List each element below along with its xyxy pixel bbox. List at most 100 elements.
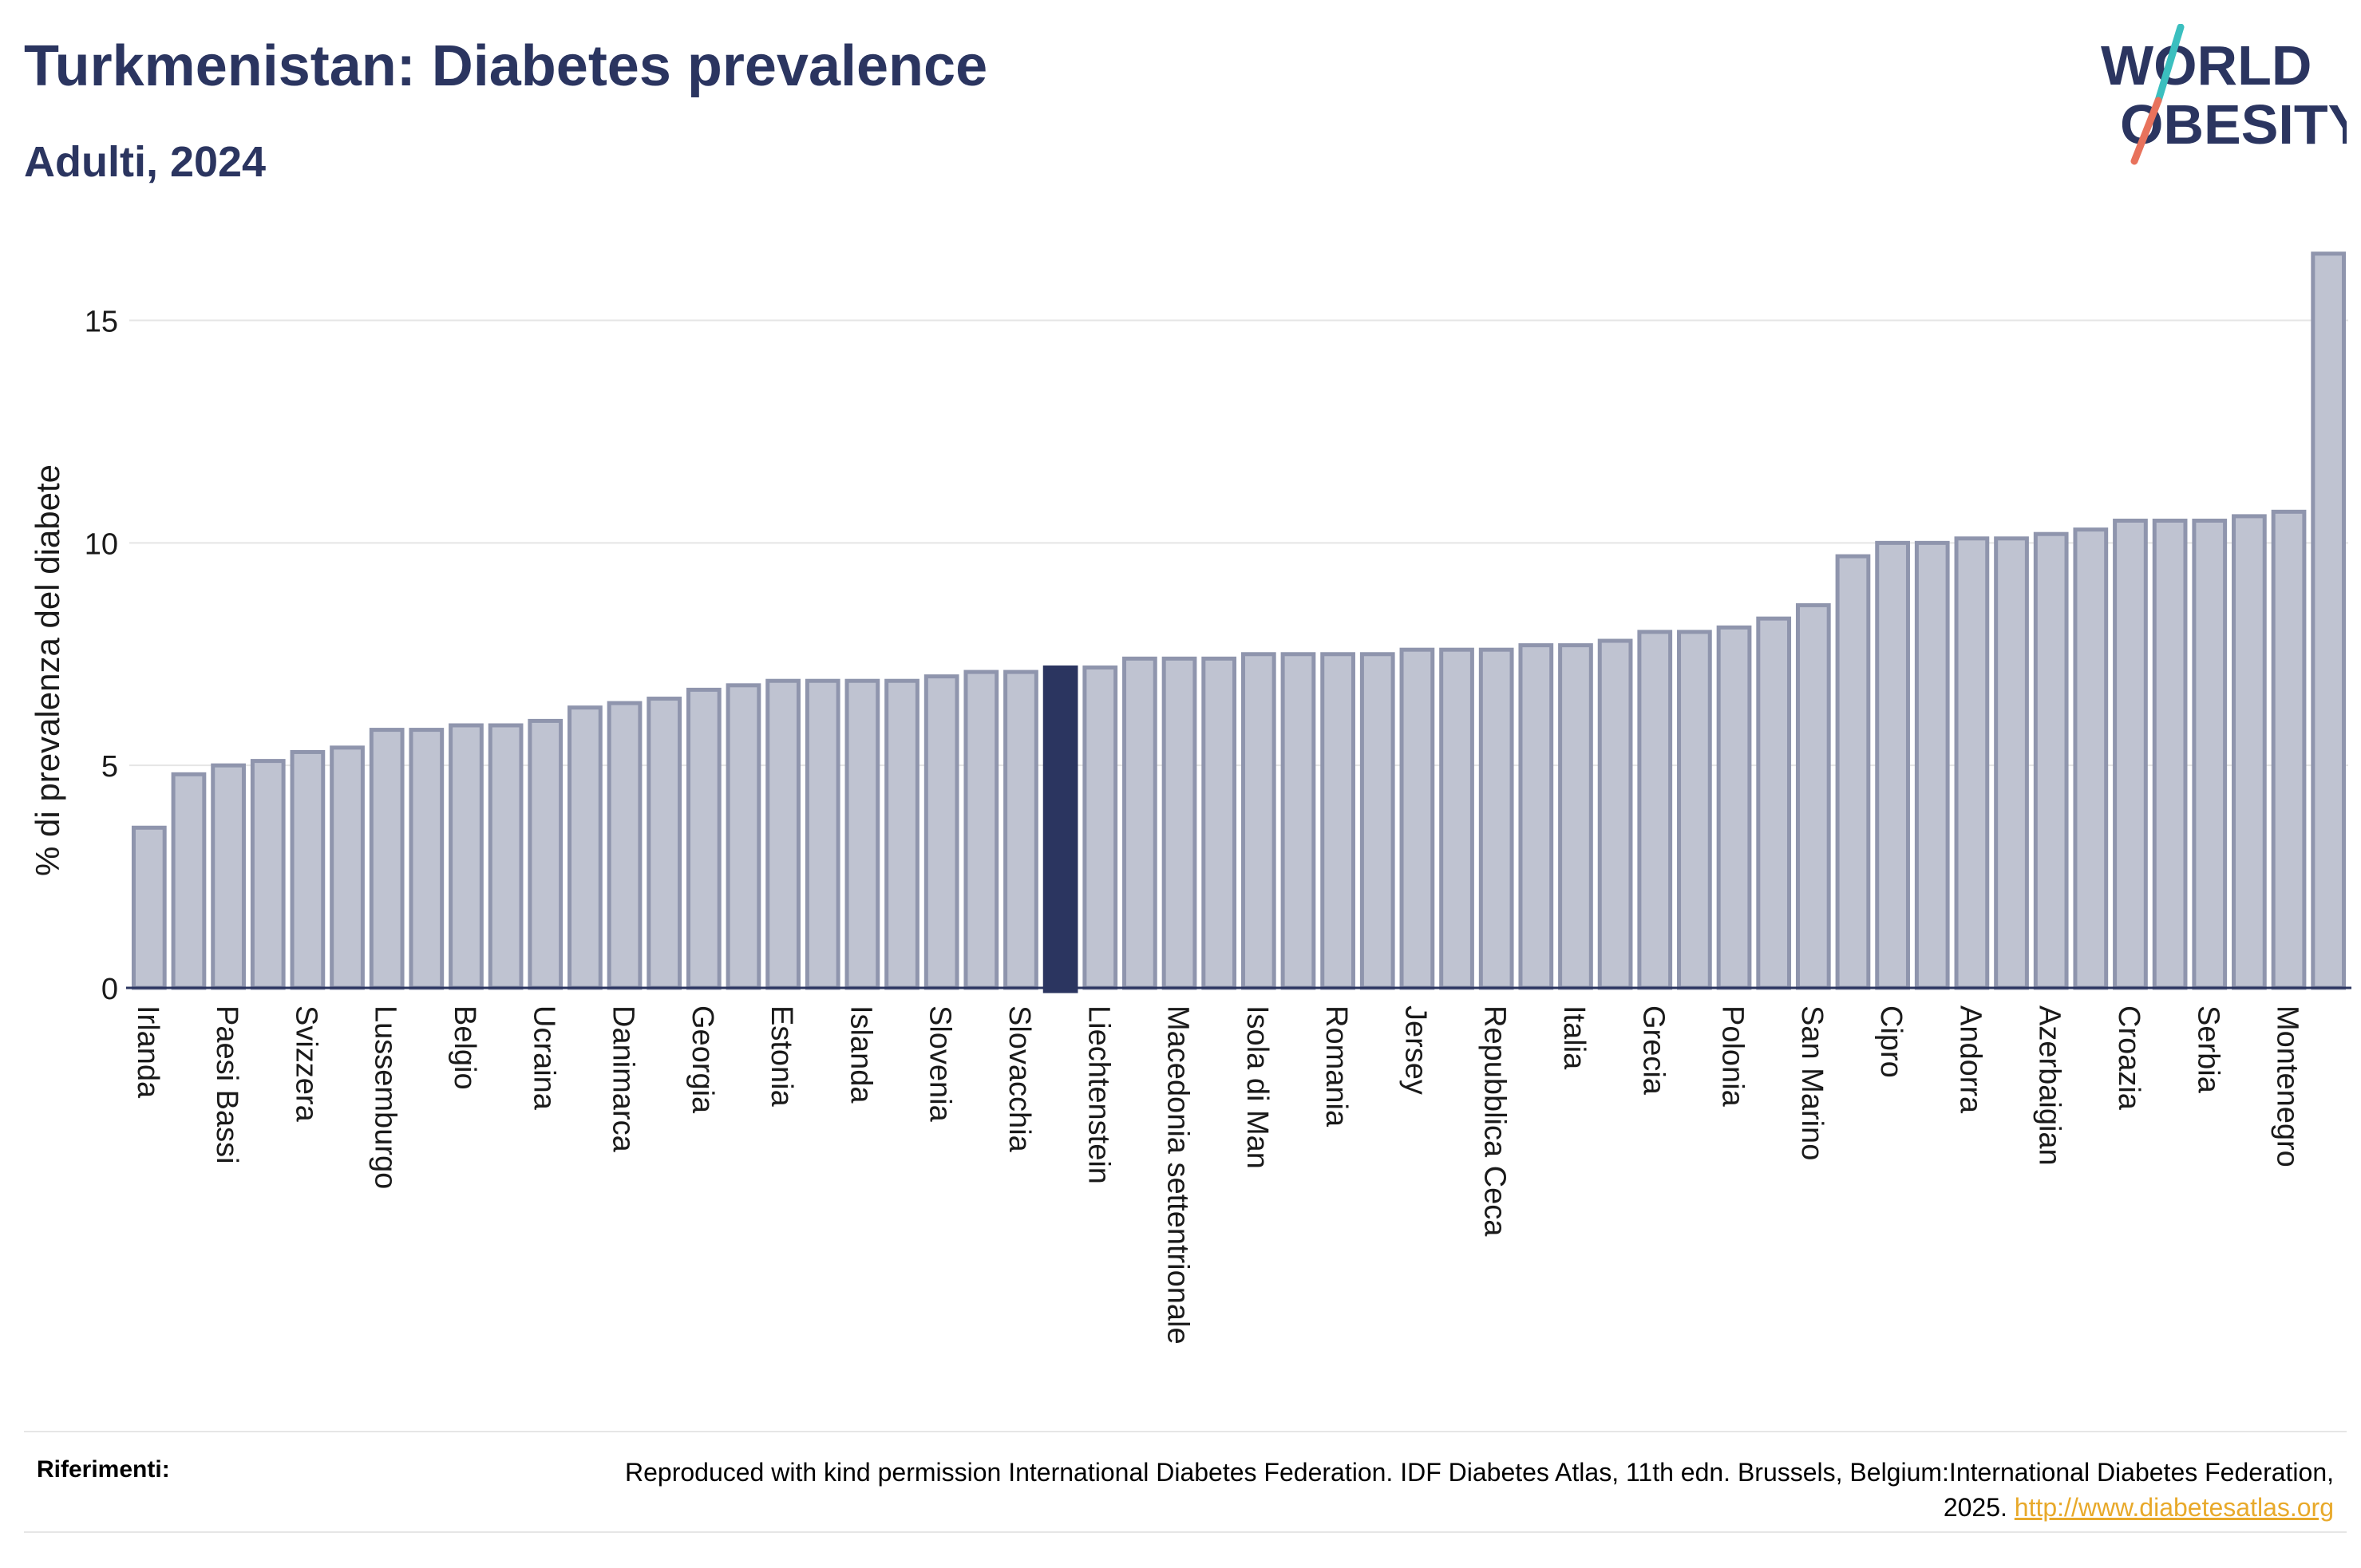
x-tick-label: Slovacchia	[1003, 1005, 1036, 1153]
x-tick-label: Estonia	[765, 1005, 798, 1108]
references-citation: Reproduced with kind permission Internat…	[624, 1458, 2334, 1522]
bar	[1716, 625, 1752, 990]
bar	[1359, 652, 1395, 990]
bar	[488, 723, 524, 990]
bar	[1835, 554, 1871, 990]
bar-highlighted	[1042, 665, 1078, 993]
x-tick-label: Slovenia	[923, 1005, 957, 1123]
bar	[131, 825, 167, 990]
x-tick-label: Andorra	[1953, 1005, 1987, 1114]
x-tick-label: Svizzera	[289, 1005, 322, 1123]
bar	[805, 678, 840, 990]
world-obesity-logo: WORLD OBESITY	[2101, 24, 2347, 165]
x-tick-label: Belgio	[448, 1005, 481, 1090]
bar	[1914, 540, 1950, 990]
bar	[1954, 536, 1990, 990]
bar	[1439, 647, 1474, 990]
bar	[1558, 643, 1593, 990]
x-tick-label: Lussemburgo	[369, 1005, 402, 1189]
bar	[2033, 531, 2069, 990]
x-tick-label: Polonia	[1716, 1005, 1750, 1108]
bar-layer	[131, 251, 2347, 993]
bar	[1082, 665, 1118, 990]
bar	[1201, 656, 1237, 990]
bar	[1518, 643, 1554, 990]
logo-slash-teal	[2154, 24, 2185, 105]
bar	[1240, 652, 1276, 990]
references-link[interactable]: http://www.diabetesatlas.org	[2014, 1493, 2334, 1522]
references-footer: Riferimenti: Reproduced with kind permis…	[24, 1431, 2347, 1533]
bar	[686, 687, 722, 990]
bar	[963, 669, 999, 990]
bar	[2113, 518, 2148, 990]
y-tick-label: 5	[101, 750, 118, 784]
bar	[449, 723, 484, 990]
bar	[1677, 630, 1712, 990]
x-tick-label: Danimarca	[607, 1005, 640, 1153]
chart-subtitle: Adulti, 2024	[24, 138, 267, 186]
x-tick-label: Paesi Bassi	[210, 1005, 243, 1164]
x-tick-label: Cipro	[1874, 1005, 1908, 1078]
bar	[2311, 251, 2347, 990]
bar	[765, 678, 801, 990]
bar	[1161, 656, 1197, 990]
x-tick-label: Serbia	[2191, 1005, 2225, 1094]
logo-word-1: WORLD	[2101, 34, 2312, 97]
x-tick-label: San Marino	[1795, 1005, 1829, 1160]
bar	[171, 772, 207, 990]
bar	[2271, 509, 2307, 990]
x-tick-label: Liechtenstein	[1082, 1005, 1115, 1184]
bar	[1320, 652, 1355, 990]
logo-slash-coral	[2130, 97, 2162, 165]
x-tick-label: Ucraina	[527, 1005, 560, 1111]
x-tick-label: Irlanda	[131, 1005, 164, 1099]
bar	[1122, 656, 1157, 990]
x-tick-label: Romania	[1319, 1005, 1353, 1128]
x-tick-label: Grecia	[1636, 1005, 1670, 1096]
bar	[1756, 616, 1792, 990]
bar	[568, 705, 603, 990]
bar	[1597, 638, 1633, 990]
bar	[1399, 647, 1435, 990]
bar	[2073, 527, 2109, 990]
bar	[647, 697, 682, 990]
bar	[409, 728, 445, 990]
x-tick-label: Italia	[1557, 1005, 1591, 1070]
bar	[211, 763, 246, 990]
y-tick-label: 0	[101, 973, 118, 1006]
x-tick-label: Jersey	[1398, 1005, 1432, 1095]
bar	[2232, 514, 2267, 990]
bar	[844, 678, 880, 990]
bar	[1994, 536, 2029, 990]
y-tick-label: 15	[85, 306, 118, 339]
bar	[1637, 630, 1673, 990]
bar	[250, 759, 286, 990]
chart-title: Turkmenistan: Diabetes prevalence	[24, 34, 988, 98]
y-axis-label: % di prevalenza del diabete	[29, 464, 66, 876]
bar	[1280, 652, 1316, 990]
references-text: Reproduced with kind permission Internat…	[578, 1455, 2334, 1525]
bar	[726, 683, 761, 990]
bar-chart: 0 5 10 15 Irlanda Paesi Bassi Svizzera Lussembu…	[29, 251, 2351, 1345]
bar	[528, 718, 564, 990]
y-tick-label: 10	[85, 527, 118, 561]
x-tick-label: Croazia	[2112, 1005, 2145, 1111]
bar	[884, 678, 919, 990]
bar	[2192, 518, 2228, 990]
x-tick-label: Azerbaigian	[2033, 1005, 2066, 1166]
bar	[1795, 602, 1831, 990]
bar	[1478, 647, 1514, 990]
references-label: Riferimenti:	[37, 1456, 170, 1483]
x-tick-label: Georgia	[686, 1005, 719, 1114]
x-tick-label: Isola di Man	[1240, 1005, 1274, 1169]
label-layer: 0 5 10 15 Irlanda Paesi Bassi Svizzera Lussembu…	[85, 306, 2304, 1345]
bar	[607, 701, 643, 990]
x-tick-label: Repubblica Ceca	[1478, 1005, 1512, 1237]
bar	[330, 745, 365, 990]
bar	[2152, 518, 2188, 990]
x-tick-label: Macedonia settentrionale	[1161, 1005, 1195, 1345]
x-tick-label: Islanda	[844, 1005, 877, 1104]
bar	[369, 728, 405, 990]
x-tick-label: Montenegro	[2271, 1005, 2304, 1167]
bar	[290, 749, 326, 990]
